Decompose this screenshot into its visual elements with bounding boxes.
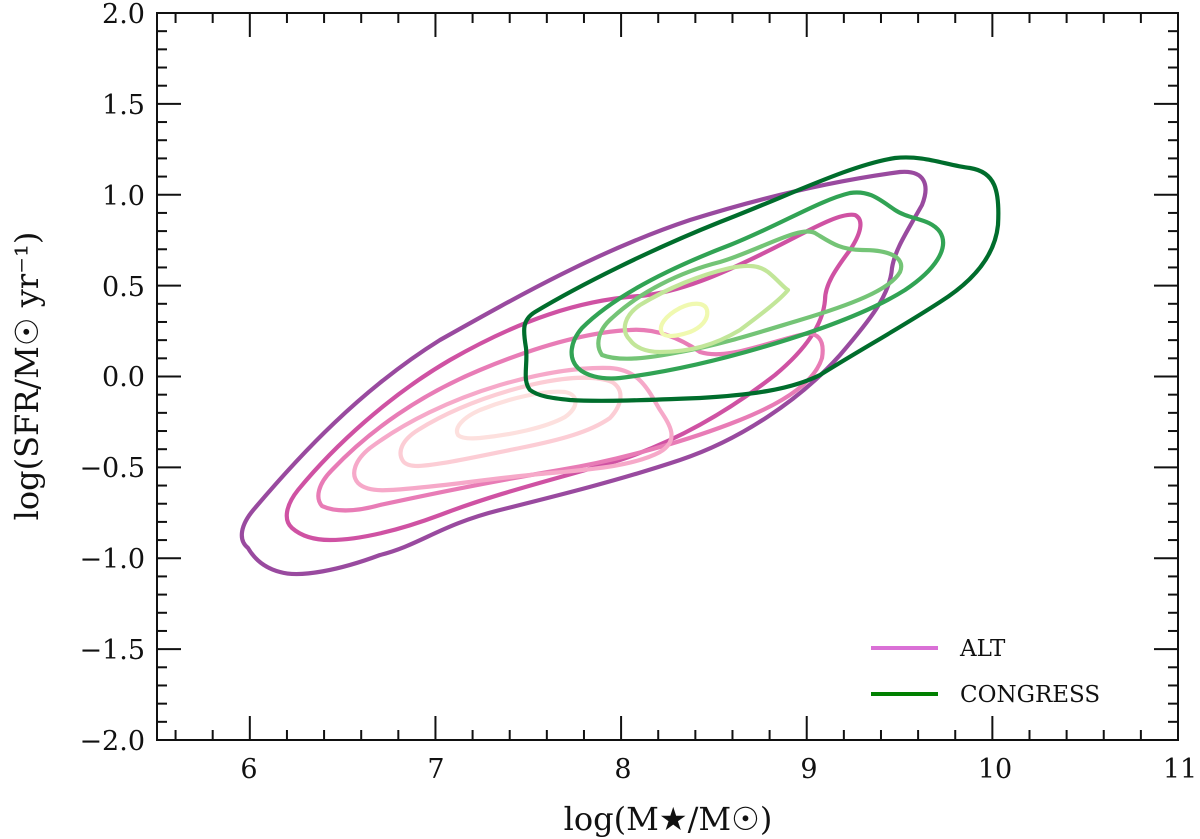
legend-label-alt: ALT xyxy=(959,636,1006,662)
y-tick-label: 0.5 xyxy=(102,272,145,303)
x-tick-labels: 6 7 8 9 10 11 xyxy=(240,754,1197,785)
y-tick-label: −1.5 xyxy=(79,635,145,666)
alt-contour-level-5 xyxy=(398,375,623,469)
y-tick-label: 0.0 xyxy=(102,362,145,393)
congress-contour-level-1 xyxy=(522,155,1001,403)
x-axis-label: log(M★/M☉) xyxy=(564,800,773,838)
congress-contour-level-2 xyxy=(569,190,946,381)
y-tick-label: 1.0 xyxy=(102,181,145,212)
y-tick-label: −2.0 xyxy=(79,726,145,757)
x-tick-label: 6 xyxy=(240,754,257,785)
x-tick-label: 11 xyxy=(1163,754,1197,785)
axis-ticks xyxy=(157,12,1179,741)
x-tick-label: 10 xyxy=(978,754,1012,785)
congress-contour-level-5 xyxy=(658,301,710,339)
alt-contour-level-2 xyxy=(284,212,863,543)
x-tick-label: 7 xyxy=(427,754,444,785)
y-tick-label: 2.0 xyxy=(102,0,145,30)
y-axis-label: log(SFR/M☉ yr⁻¹) xyxy=(8,232,46,521)
legend-label-congress: CONGRESS xyxy=(960,682,1100,708)
congress-contour-level-3 xyxy=(596,229,904,361)
plot-frame xyxy=(156,12,1179,741)
alt-contour-level-1 xyxy=(239,169,928,577)
legend: ALT CONGRESS xyxy=(871,636,1100,708)
y-tick-label: −0.5 xyxy=(79,453,145,484)
x-tick-label: 8 xyxy=(614,754,631,785)
congress-contours xyxy=(522,155,1001,403)
y-tick-labels: −2.0 −1.5 −1.0 −0.5 0.0 0.5 1.0 1.5 2.0 xyxy=(79,0,145,757)
x-tick-label: 9 xyxy=(800,754,817,785)
y-tick-label: 1.5 xyxy=(102,90,145,121)
alt-contour-level-4 xyxy=(352,365,674,493)
congress-contour-level-4 xyxy=(622,263,791,355)
y-tick-label: −1.0 xyxy=(79,544,145,575)
